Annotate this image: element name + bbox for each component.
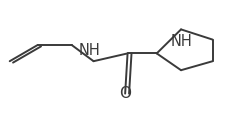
Text: NH: NH <box>79 43 101 58</box>
Text: NH: NH <box>170 34 192 49</box>
Text: O: O <box>119 86 131 101</box>
